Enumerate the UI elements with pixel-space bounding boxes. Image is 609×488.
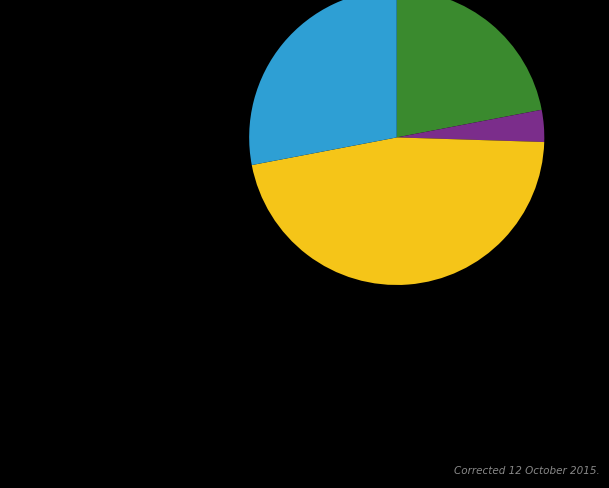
Text: Corrected 12 October 2015.: Corrected 12 October 2015. <box>454 466 600 476</box>
Wedge shape <box>252 138 544 285</box>
Wedge shape <box>396 110 544 142</box>
Wedge shape <box>249 0 396 165</box>
Wedge shape <box>396 0 541 138</box>
